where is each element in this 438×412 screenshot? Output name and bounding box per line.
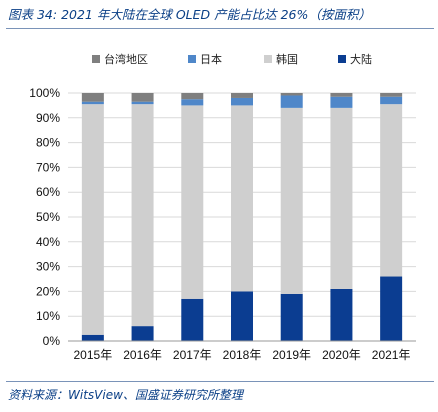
x-tick-label: 2017年	[173, 348, 212, 362]
bar-segment	[330, 288, 353, 341]
y-tick-label: 60%	[36, 185, 60, 199]
x-tick-label: 2015年	[74, 348, 113, 362]
legend-label: 大陆	[350, 52, 372, 66]
y-tick-label: 0%	[43, 334, 61, 348]
y-tick-label: 80%	[36, 136, 60, 150]
y-tick-label: 50%	[36, 210, 60, 224]
legend-swatch	[188, 55, 196, 63]
bar-segment	[181, 99, 204, 106]
bar-segment	[280, 293, 303, 341]
legend-swatch	[338, 55, 346, 63]
bar-segment	[81, 104, 104, 335]
bar-segment	[81, 334, 104, 341]
bar-segment	[280, 93, 303, 96]
y-tick-label: 90%	[36, 111, 60, 125]
y-tick-label: 10%	[36, 309, 60, 323]
y-tick-label: 40%	[36, 235, 60, 249]
x-tick-label: 2021年	[372, 348, 411, 362]
bar-segment	[330, 93, 353, 97]
y-tick-label: 20%	[36, 284, 60, 298]
bar-segment	[280, 95, 303, 108]
stacked-bar-chart: 台湾地区 日本 韩国 大陆 0% 10% 20% 30% 40% 50% 60% 70% 80% 90%…	[29, 52, 416, 362]
bar-segment	[380, 96, 403, 105]
top-rule	[6, 28, 434, 29]
bar-segment	[330, 107, 353, 289]
bar-segment	[181, 298, 204, 341]
y-axis-ticks: 0% 10% 20% 30% 40% 50% 60% 70% 80% 90% 100%	[29, 86, 60, 348]
bar-segment	[181, 105, 204, 299]
y-tick-label: 70%	[36, 160, 60, 174]
legend-label: 日本	[200, 52, 222, 66]
bar-segment	[131, 326, 154, 341]
bar-segment	[81, 93, 104, 102]
x-tick-label: 2019年	[272, 348, 311, 362]
bar-segment	[81, 101, 104, 105]
legend-swatch	[264, 55, 272, 63]
bar-segment	[330, 96, 353, 108]
bar-segment	[231, 105, 253, 292]
bar-segment	[231, 97, 253, 106]
legend: 台湾地区 日本 韩国 大陆	[92, 52, 372, 66]
bar-segment	[131, 104, 154, 327]
bars	[81, 93, 403, 341]
x-tick-label: 2018年	[223, 348, 262, 362]
bar-segment	[131, 93, 154, 102]
y-tick-label: 100%	[29, 86, 60, 100]
bar-segment	[380, 276, 403, 341]
bar-segment	[380, 104, 403, 277]
legend-swatch	[92, 55, 100, 63]
source-note: 资料来源：WitsView、国盛证券研究所整理	[8, 388, 243, 402]
y-tick-label: 30%	[36, 260, 60, 274]
x-tick-label: 2016年	[123, 348, 162, 362]
x-tick-label: 2020年	[322, 348, 361, 362]
bottom-rule	[6, 381, 434, 382]
legend-label: 韩国	[276, 52, 298, 66]
legend-label: 台湾地区	[104, 52, 148, 66]
x-axis-ticks: 2015年 2016年 2017年 2018年 2019年 2020年 2021年	[74, 348, 411, 362]
chart-title: 图表 34: 2021 年大陆在全球 OLED 产能占比达 26%（按面积）	[8, 7, 371, 22]
bar-segment	[181, 93, 204, 100]
bar-segment	[280, 107, 303, 294]
bar-segment	[131, 101, 154, 105]
bar-segment	[380, 93, 403, 97]
bar-segment	[231, 93, 253, 98]
bar-segment	[231, 291, 253, 341]
